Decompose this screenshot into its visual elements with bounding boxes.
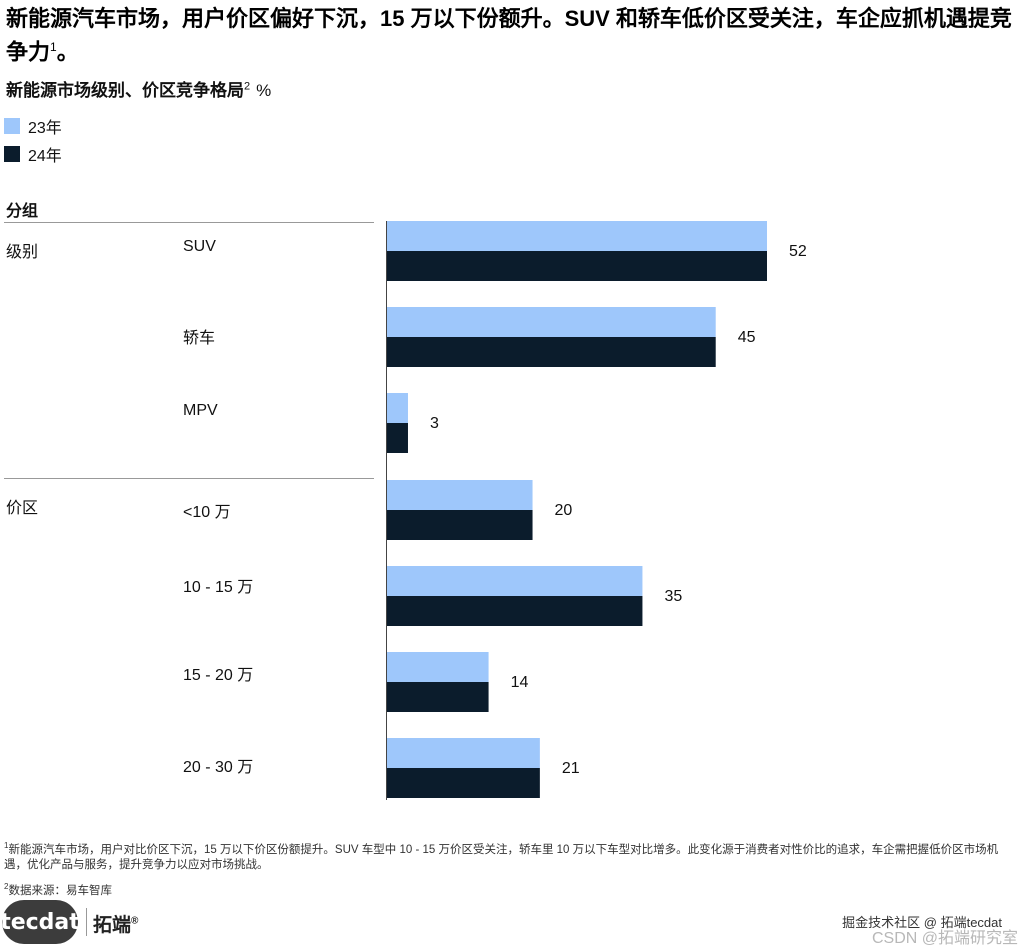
registered-mark: ® — [131, 915, 139, 927]
data-label-1: 45 — [738, 329, 756, 346]
legend-label-24: 24年 — [28, 148, 62, 165]
footnote-2-text: 数据来源：易车智库 — [8, 884, 112, 897]
footnote-1-text: 新能源汽车市场，用户对比价区下沉，15 万以下价区份额提升。SUV 车型中 10… — [4, 843, 999, 871]
data-label-5: 14 — [511, 674, 529, 691]
watermark-juejin: 掘金技术社区 @ 拓端tecdat — [842, 915, 1002, 930]
footnote-2: 2数据来源：易车智库 — [4, 879, 1020, 899]
bar-23-4 — [386, 566, 643, 596]
brand-name: 拓端® — [93, 910, 138, 937]
group-rule-1 — [4, 222, 374, 223]
bar-24-5 — [386, 682, 489, 712]
group-label-price: 价区 — [6, 500, 39, 517]
tecdat-logo: tecdat — [0, 900, 80, 944]
bar-23-1 — [386, 307, 716, 337]
bar-23-3 — [386, 480, 533, 510]
bar-23-5 — [386, 652, 489, 682]
footnote-2-mark: 2 — [4, 882, 9, 891]
legend-item-23: 23年 — [4, 116, 62, 137]
bar-24-3 — [386, 510, 533, 540]
bar-23-6 — [386, 738, 540, 768]
watermark-csdn: CSDN @拓端研究室 — [871, 930, 1018, 947]
bar-24-1 — [386, 337, 716, 367]
chart-subtitle: 新能源市场级别、价区竞争格局2% — [6, 76, 271, 101]
headline-text: 新能源汽车市场，用户价区偏好下沉，15 万以下份额升。SUV 和轿车低价区受关注… — [6, 6, 1012, 65]
category-label-10-15: 10 - 15 万 — [183, 579, 254, 596]
data-label-3: 20 — [555, 502, 573, 519]
headline-tail: 。 — [56, 39, 79, 65]
group-label-class: 级别 — [6, 244, 39, 261]
data-label-2: 3 — [430, 415, 439, 432]
category-label-20-30: 20 - 30 万 — [183, 759, 254, 776]
bar-23-2 — [386, 393, 408, 423]
bar-24-4 — [386, 596, 643, 626]
legend-item-24: 24年 — [4, 144, 62, 165]
legend-swatch-23 — [4, 118, 20, 134]
data-label-6: 21 — [562, 760, 580, 777]
category-label-15-20: 15 - 20 万 — [183, 667, 254, 684]
data-label-0: 52 — [789, 243, 807, 260]
group-header: 分组 — [6, 203, 39, 220]
headline-footnote-mark: 1 — [50, 40, 57, 54]
logo-divider — [86, 908, 87, 936]
brand-name-text: 拓端 — [93, 915, 132, 936]
footnote-1: 1新能源汽车市场，用户对比价区下沉，15 万以下价区份额提升。SUV 车型中 1… — [4, 838, 1020, 873]
category-label-sedan: 轿车 — [183, 330, 216, 347]
group-rule-2 — [4, 478, 374, 479]
legend-label-23: 23年 — [28, 120, 62, 137]
data-label-4: 35 — [664, 588, 682, 605]
bar-23-0 — [386, 221, 767, 251]
legend-swatch-24 — [4, 146, 20, 162]
bar-24-2 — [386, 423, 408, 453]
subtitle-text: 新能源市场级别、价区竞争格局 — [6, 81, 244, 100]
category-label-under-10: <10 万 — [183, 504, 231, 521]
unit-label: % — [256, 81, 272, 100]
subtitle-footnote-mark: 2 — [244, 80, 251, 93]
category-label-suv: SUV — [183, 238, 216, 255]
headline: 新能源汽车市场，用户价区偏好下沉，15 万以下份额升。SUV 和轿车低价区受关注… — [6, 4, 1016, 66]
bar-24-6 — [386, 768, 540, 798]
footnote-1-mark: 1 — [4, 841, 9, 850]
category-label-mpv: MPV — [183, 402, 218, 419]
bar-24-0 — [386, 251, 767, 281]
